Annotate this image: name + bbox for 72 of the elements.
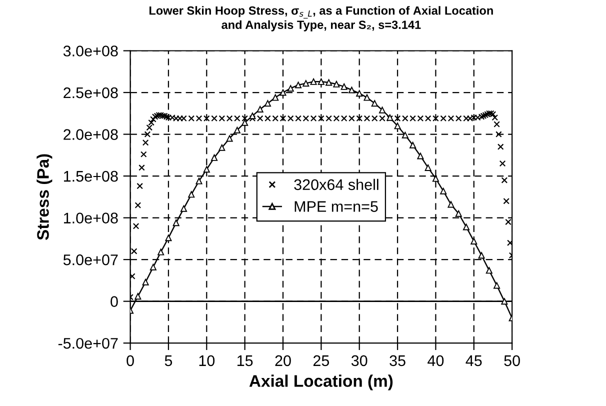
point — [333, 80, 340, 88]
point — [478, 252, 485, 259]
x-tick-label: 10 — [199, 355, 215, 366]
point — [348, 86, 355, 94]
legend-label: MPE m=n=5 — [294, 201, 378, 212]
point — [448, 201, 454, 208]
point — [440, 188, 447, 194]
point — [134, 293, 142, 300]
point — [272, 94, 279, 101]
point — [302, 80, 310, 87]
point — [356, 90, 363, 97]
chart-title: Lower Skin Hoop Stress, σ$_{s_L}$, as a Function of Axial Location and Analysis Type, near S₂, s=3.141 — [149, 6, 493, 32]
point — [501, 298, 508, 305]
point — [486, 267, 492, 274]
x-axis-title: Axial Location (m) — [249, 374, 393, 390]
legend-label: 320x64 shell — [294, 178, 378, 190]
point — [295, 82, 302, 88]
y-tick-label: 1.5e+08 — [64, 170, 118, 182]
point — [142, 278, 149, 286]
point — [371, 100, 378, 107]
point — [462, 224, 470, 230]
y-tick-label: 3.0e+08 — [63, 46, 118, 56]
x-tick-label: 45 — [466, 355, 482, 366]
point — [188, 191, 195, 198]
point — [218, 144, 226, 151]
y-tick-label: 5.0e+07 — [63, 254, 118, 266]
point — [379, 106, 386, 114]
point — [424, 164, 432, 171]
x-tick-label: 0 — [126, 355, 134, 366]
point — [280, 89, 286, 96]
point — [211, 154, 218, 161]
x-tick-label: 50 — [504, 355, 520, 366]
point — [287, 85, 294, 92]
point — [318, 78, 324, 85]
x-tick-label: 25 — [313, 355, 330, 366]
point — [264, 100, 271, 107]
x-tick-label: 40 — [428, 355, 444, 366]
point — [158, 248, 164, 256]
point — [410, 142, 416, 148]
point — [432, 175, 439, 182]
point — [417, 152, 424, 160]
point — [234, 126, 240, 134]
point — [455, 210, 462, 217]
y-tick-label: 2.0e+08 — [64, 129, 118, 140]
y-tick-label: 0 — [110, 296, 118, 307]
point — [256, 106, 264, 112]
point — [203, 166, 210, 173]
point — [150, 264, 156, 270]
point — [180, 205, 187, 212]
point — [402, 132, 408, 138]
point — [242, 119, 248, 126]
point — [340, 83, 348, 90]
x-tick-label: 20 — [275, 355, 291, 366]
x-tick-label: 15 — [237, 355, 253, 366]
point — [172, 220, 180, 226]
point — [494, 282, 500, 289]
point — [196, 178, 202, 184]
y-axis-title: Stress (Pa) — [36, 154, 52, 240]
y-tick-label: -5.0e+07 — [58, 338, 118, 349]
point — [249, 112, 256, 120]
x-tick-label: 5 — [164, 355, 172, 366]
y-tick-label: 2.5e+08 — [64, 87, 118, 98]
point — [394, 122, 401, 130]
point — [165, 234, 172, 242]
point — [326, 79, 332, 86]
y-tick-label: 1.0e+08 — [64, 212, 118, 224]
point — [226, 135, 233, 142]
x-tick-label: 30 — [351, 355, 368, 366]
point — [364, 94, 370, 101]
point — [310, 78, 317, 85]
x-tick-label: 35 — [390, 355, 406, 366]
point — [470, 238, 478, 244]
